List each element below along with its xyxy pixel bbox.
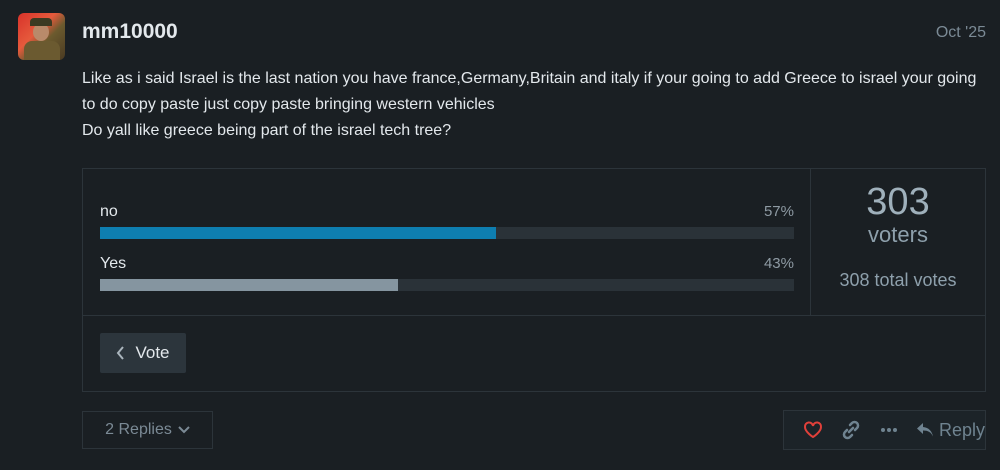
reply-button[interactable]: Reply <box>916 420 985 441</box>
vote-label: Vote <box>135 343 170 362</box>
poll-stats: 303 voters 308 total votes <box>811 169 985 316</box>
like-button[interactable] <box>794 421 832 439</box>
avatar[interactable] <box>18 13 65 60</box>
option-bar <box>100 227 794 239</box>
option-percent: 57% <box>763 203 794 220</box>
reply-label: Reply <box>938 419 985 440</box>
poll: no 57% Yes 43% 303 voters 308 total vote… <box>82 168 986 392</box>
option-bar-fill <box>100 279 399 291</box>
poll-option-yes: Yes 43% <box>100 255 794 291</box>
poll-options: no 57% Yes 43% <box>83 169 811 316</box>
total-votes-label: total votes <box>874 270 957 290</box>
post-date[interactable]: Oct '25 <box>935 24 986 41</box>
voters-label: voters <box>868 222 928 247</box>
replies-toggle[interactable]: 2 Replies <box>82 411 213 449</box>
link-icon <box>842 420 860 440</box>
heart-icon <box>803 421 822 439</box>
option-percent: 43% <box>763 255 794 272</box>
more-button[interactable] <box>870 427 908 433</box>
vote-button[interactable]: Vote <box>100 333 186 373</box>
post-body: Like as i said Israel is the last nation… <box>82 66 982 144</box>
voters-count: 303 <box>866 181 930 223</box>
total-votes-count: 308 <box>839 270 870 290</box>
option-bar-fill <box>100 227 496 239</box>
replies-label: 2 Replies <box>105 421 172 438</box>
username[interactable]: mm10000 <box>82 20 178 43</box>
post-line: Do yall like greece being part of the is… <box>82 122 452 139</box>
option-label: Yes <box>100 255 127 272</box>
total-votes: 308 total votes <box>811 270 985 291</box>
option-bar <box>100 279 794 291</box>
chevron-down-icon <box>178 426 190 434</box>
post-line: Like as i said Israel is the last nation… <box>82 70 977 113</box>
more-icon <box>880 428 897 432</box>
share-link-button[interactable] <box>832 420 870 440</box>
poll-option-no: no 57% <box>100 203 794 239</box>
chevron-left-icon <box>117 346 125 360</box>
option-label: no <box>100 203 118 220</box>
post-actions: Reply <box>783 410 986 450</box>
reply-icon <box>916 423 933 437</box>
